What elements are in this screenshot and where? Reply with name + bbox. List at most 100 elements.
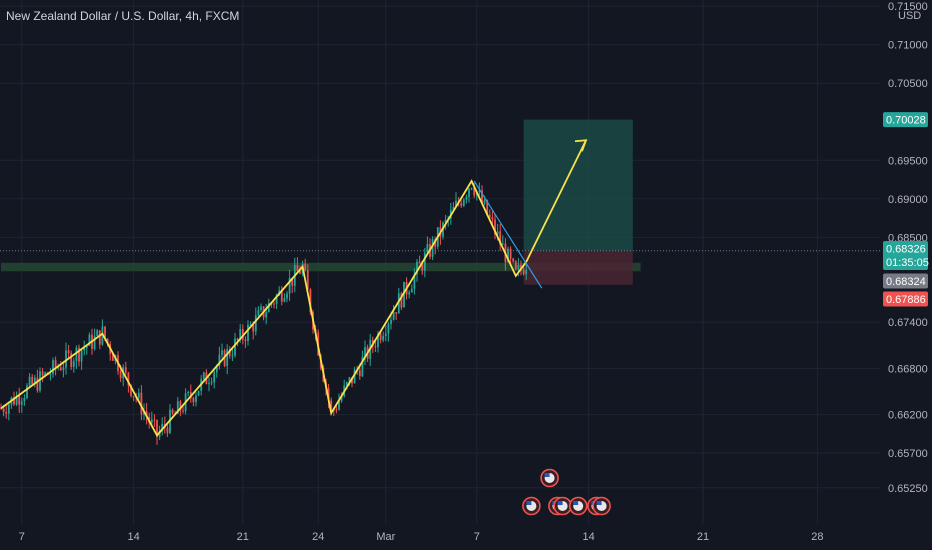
candle (275, 295, 278, 304)
candle (483, 200, 486, 204)
candle (213, 372, 216, 383)
symbol-title: New Zealand Dollar / U.S. Dollar, 4h, FX… (6, 9, 240, 23)
candle (78, 347, 80, 362)
candle (267, 303, 270, 313)
countdown-label: 01:35:05 (886, 257, 929, 269)
price-tick-label: 0.65700 (888, 448, 928, 460)
candle (478, 190, 481, 193)
candle (426, 244, 429, 253)
candle (273, 303, 275, 305)
candle (158, 431, 161, 437)
candle (49, 373, 52, 375)
price-tag-current-value: 0.68326 (886, 244, 926, 256)
candle (156, 419, 158, 437)
candle (462, 199, 465, 206)
candle (187, 392, 190, 394)
candle (486, 200, 489, 215)
candle (509, 248, 512, 259)
candle (54, 360, 57, 369)
candle (494, 219, 496, 235)
candle (481, 190, 483, 204)
candle (338, 401, 340, 410)
candle (358, 370, 361, 377)
candle (382, 335, 385, 341)
candle (26, 385, 28, 398)
candle (291, 278, 294, 286)
candle (179, 401, 182, 411)
candle (247, 324, 249, 342)
candle (104, 326, 106, 339)
candle (452, 207, 455, 211)
candle (18, 395, 21, 405)
candle (374, 346, 377, 348)
candle (288, 278, 291, 294)
price-tick-label: 0.71500 (888, 1, 928, 13)
time-tick-label: 21 (237, 531, 249, 543)
candle (364, 347, 366, 358)
candle (44, 372, 47, 376)
candle (93, 335, 96, 349)
candle (228, 349, 231, 356)
candle (62, 367, 65, 371)
price-tag-target (883, 112, 928, 128)
candle (119, 371, 122, 379)
candle (340, 395, 343, 402)
candle (330, 400, 333, 410)
candle (7, 404, 10, 414)
candle (491, 217, 494, 220)
candle (384, 333, 387, 336)
candle (418, 261, 421, 264)
price-tick-label: 0.70500 (888, 78, 928, 90)
candle (335, 409, 338, 411)
candle (473, 188, 476, 196)
zigzag-pattern-line (0, 179, 527, 437)
candle (257, 310, 260, 316)
candle (41, 371, 44, 376)
candle (512, 258, 515, 262)
candle (132, 395, 135, 397)
candle (390, 319, 392, 324)
time-axis[interactable]: 7 14 21 24 Mar 7 14 21 28 (19, 531, 824, 543)
candle (455, 200, 457, 208)
candle (72, 360, 75, 367)
price-tick-label: 0.69000 (888, 194, 928, 206)
price-tag-stop (883, 291, 928, 307)
candle (2, 408, 5, 413)
candle (57, 367, 60, 369)
event-flag-canton (526, 501, 532, 505)
candle (444, 219, 447, 223)
candle (88, 334, 91, 346)
candle (283, 298, 286, 302)
price-tick-label: 0.71000 (888, 40, 928, 52)
candle (361, 357, 364, 377)
candle (166, 427, 169, 434)
candle (239, 328, 242, 341)
pattern-drawing (0, 139, 588, 437)
candle (387, 323, 390, 334)
candle (202, 372, 205, 379)
candle (379, 333, 382, 341)
candle (70, 353, 73, 367)
time-tick-label: Mar (376, 531, 395, 543)
projection-arrowhead (574, 139, 588, 152)
candle (215, 366, 218, 373)
candle (309, 289, 312, 313)
event-flag-canton (573, 501, 579, 505)
candle (218, 354, 221, 367)
candle (192, 397, 195, 403)
candle (236, 338, 239, 341)
candle (221, 350, 223, 355)
price-tick-label: 0.69500 (888, 155, 928, 167)
candle (408, 292, 411, 295)
candle (416, 261, 418, 275)
time-tick-label: 14 (582, 531, 594, 543)
price-tick-label: 0.65250 (888, 483, 928, 495)
candle (130, 385, 132, 396)
price-tag-entry (883, 273, 928, 289)
candle (520, 264, 522, 270)
candle (465, 196, 468, 200)
candle (5, 412, 8, 414)
candle (20, 401, 23, 405)
